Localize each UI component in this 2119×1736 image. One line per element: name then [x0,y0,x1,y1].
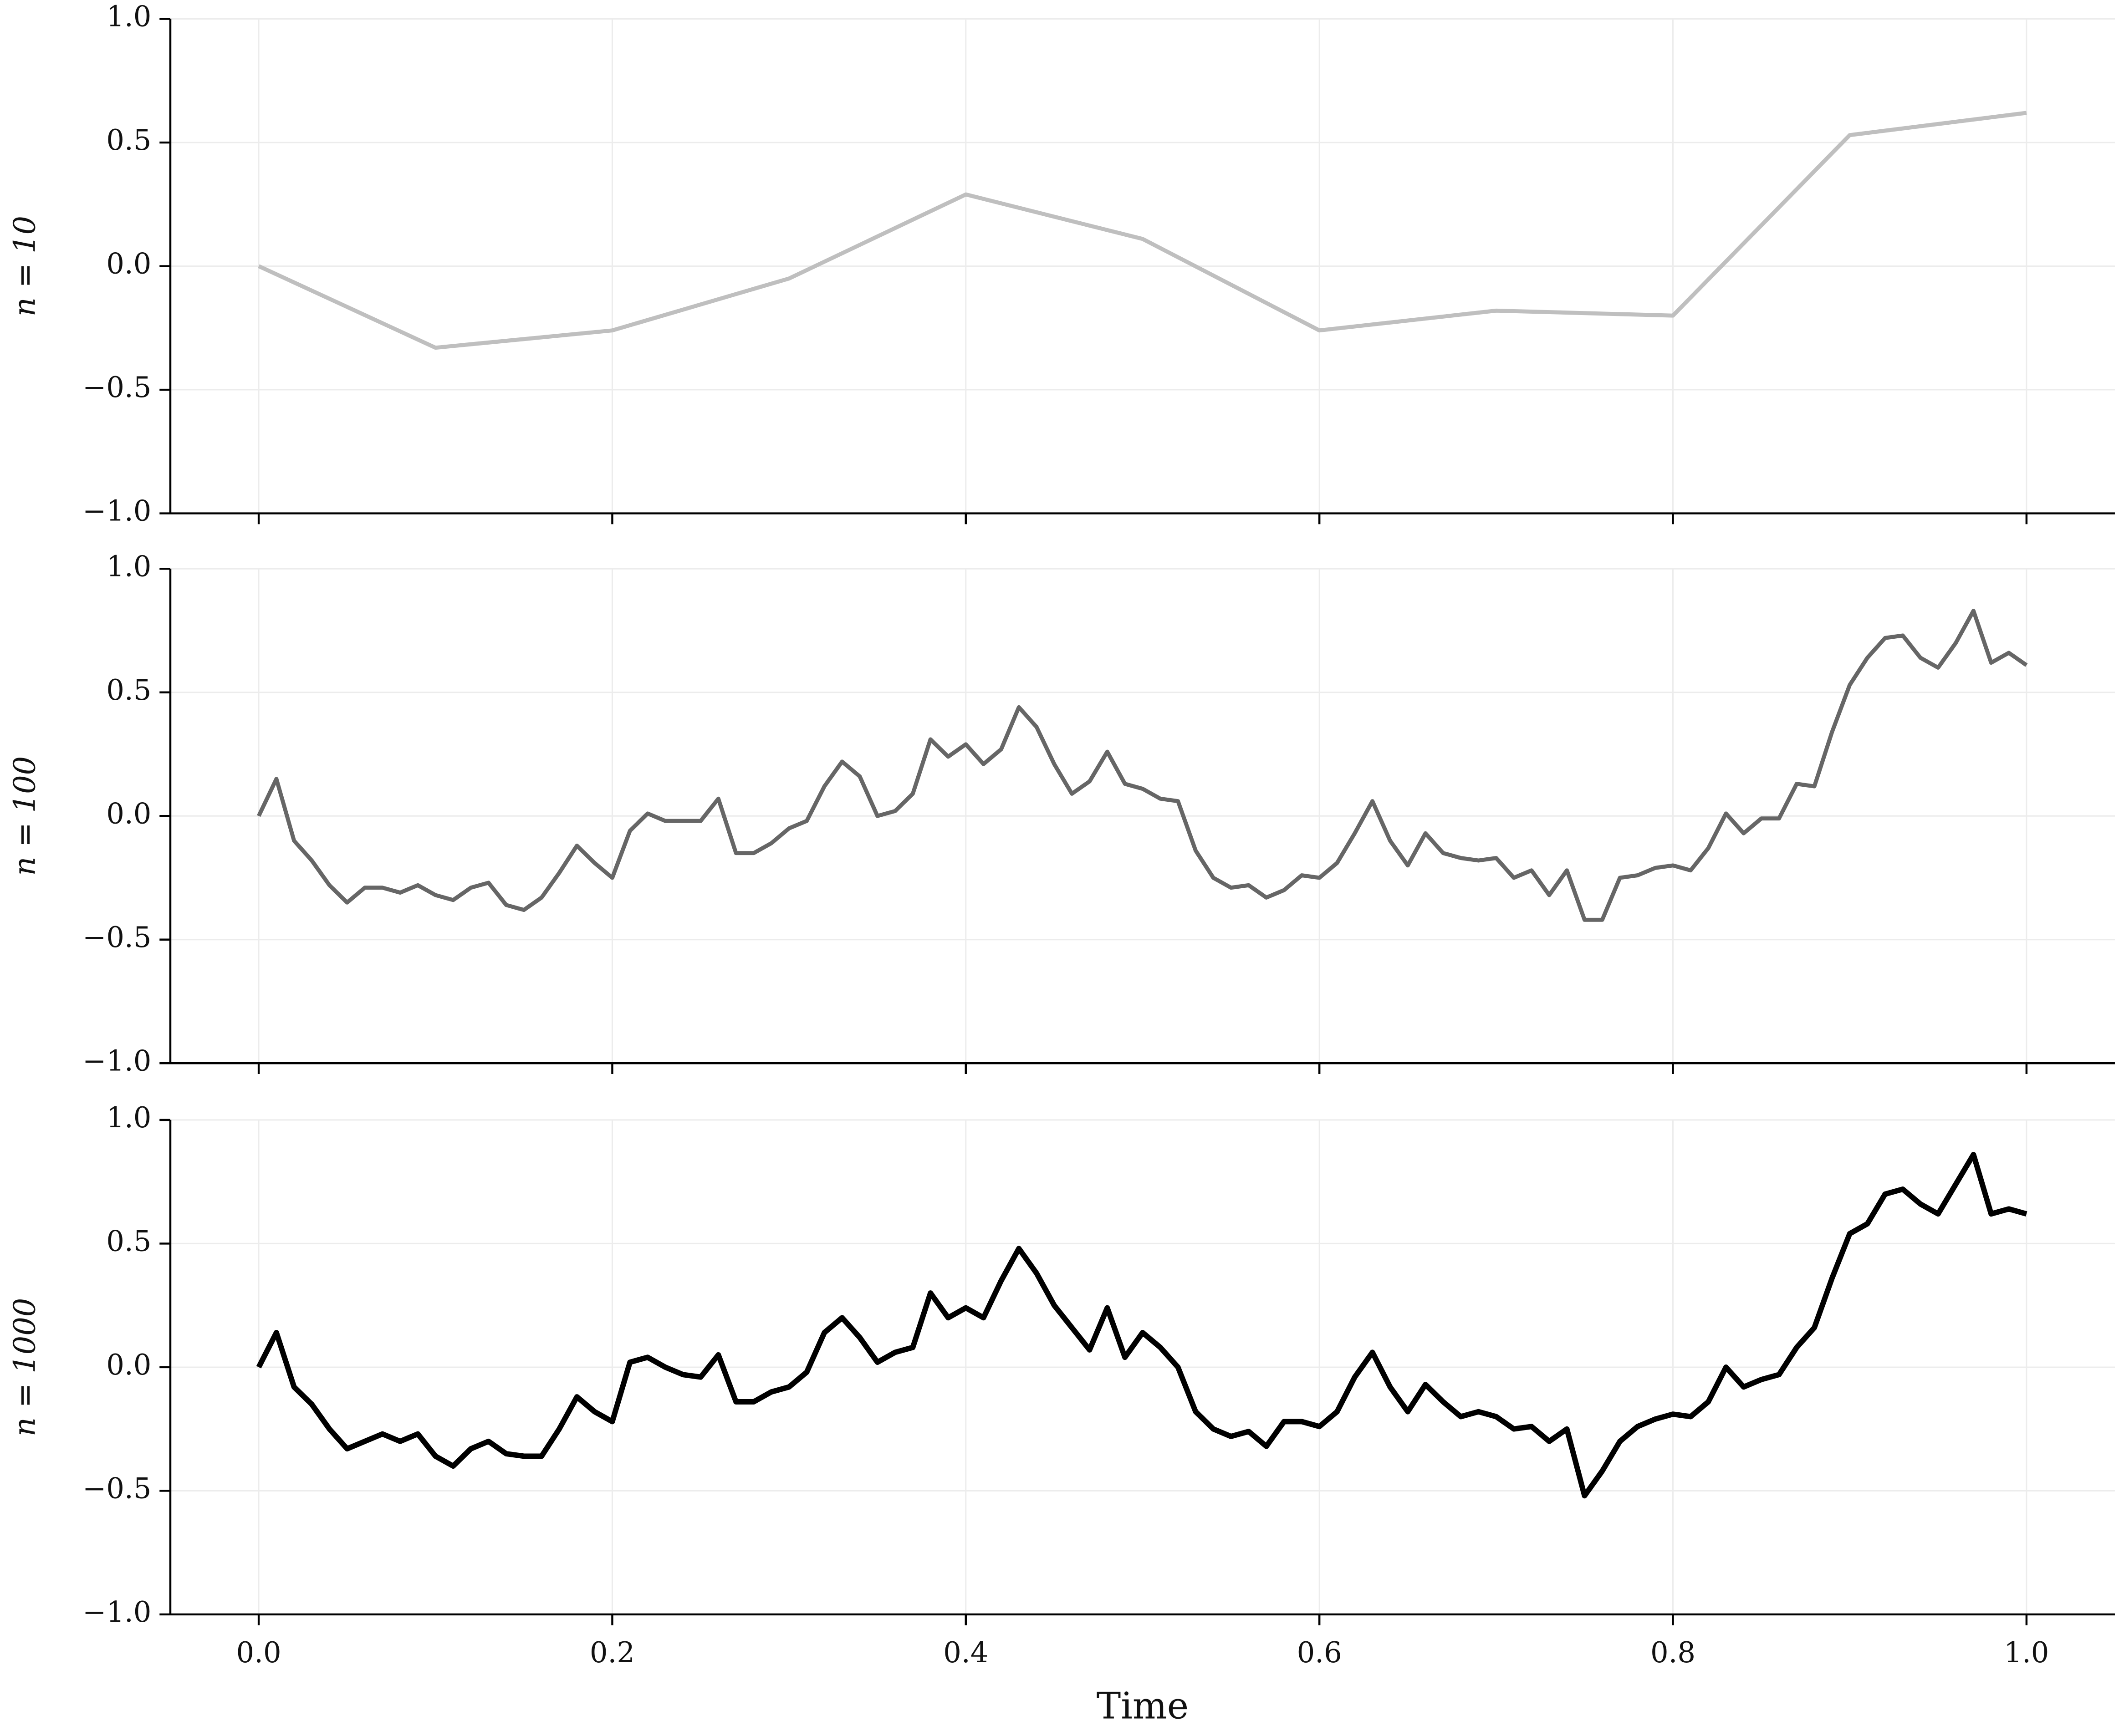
y-tick-label: −1.0 [82,494,151,528]
x-tick-label: 0.4 [943,1636,988,1669]
y-tick-label: −1.0 [82,1595,151,1629]
x-axis-label: Time [1097,1685,1189,1727]
y-axis-label: n = 100 [7,756,42,876]
y-tick-label: 0.0 [106,247,151,280]
y-tick-label: 0.0 [106,1348,151,1381]
subplot: −1.0 −0.5 0.0 0.5 1.0 0.0 0.2 0.4 0.6 0.8 1.0 n = 1… [7,1101,2115,1727]
y-tick-label: −0.5 [82,371,151,404]
y-tick-label: 1.0 [106,1101,151,1134]
data-line [256,1151,2027,1499]
y-tick-label: 1.0 [106,0,151,33]
subplot: −1.0 −0.5 0.0 0.5 1.0 n = 100 [7,550,2115,1077]
y-axis-label: n = 10 [7,216,42,316]
subplot: −1.0 −0.5 0.0 0.5 1.0 n = 10 [7,0,2115,528]
x-tick-label: 0.6 [1297,1636,1342,1669]
x-tick-label: 1.0 [2004,1636,2049,1669]
y-tick-label: −0.5 [82,1472,151,1505]
y-axis-label: n = 1000 [7,1298,42,1436]
y-tick-label: 0.5 [106,673,151,707]
y-tick-label: 0.5 [106,123,151,157]
y-tick-label: 0.0 [106,797,151,830]
y-tick-label: −0.5 [82,921,151,954]
y-tick-label: −1.0 [82,1044,151,1077]
x-tick-label: 0.0 [236,1636,281,1669]
data-line [258,111,2027,350]
y-tick-label: 1.0 [106,550,151,583]
y-tick-label: 0.5 [106,1225,151,1258]
data-line [257,609,2028,922]
x-tick-label: 0.2 [590,1636,635,1669]
x-tick-label: 0.8 [1650,1636,1695,1669]
